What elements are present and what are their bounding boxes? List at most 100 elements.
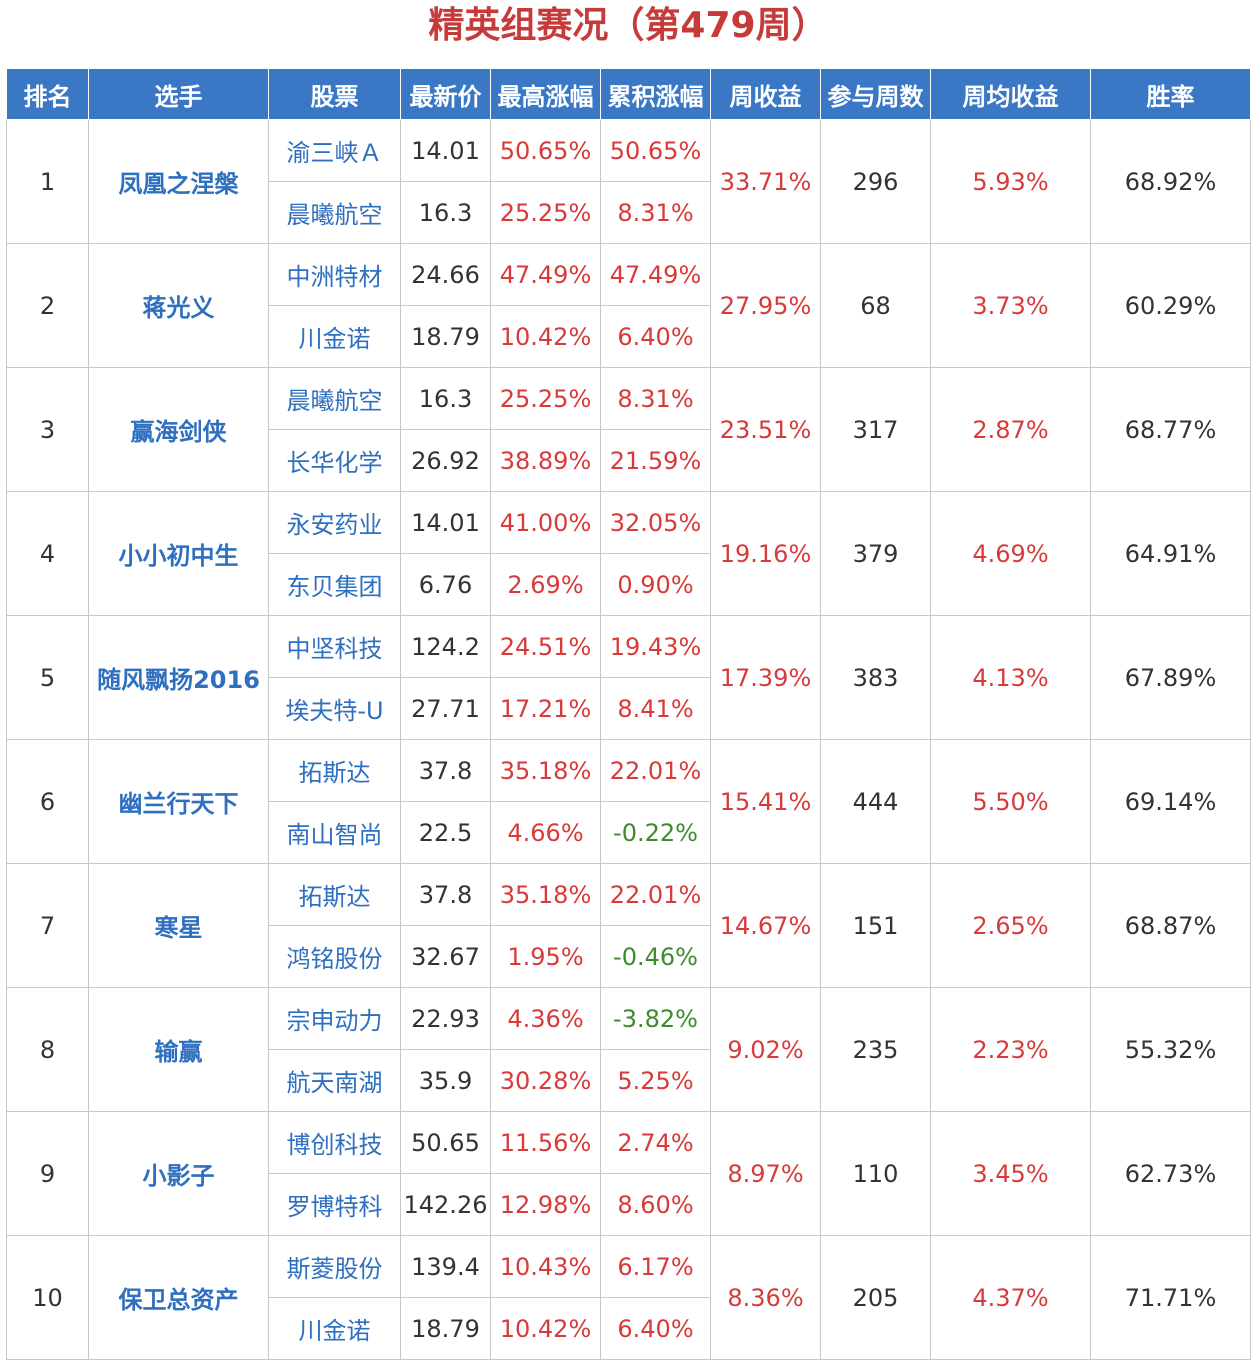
max-gain-cell: 50.65% [490, 119, 601, 182]
table-row: 2 蒋光义 中洲特材 24.66 47.49% 47.49% 27.95% 68 3.73% 60… [6, 243, 1251, 368]
player-link[interactable]: 小小初中生 [88, 491, 269, 616]
rank-cell: 3 [6, 367, 89, 492]
table-row: 3 赢海剑侠 晨曦航空 16.3 25.25% 8.31% 23.51% 317 2.87% 68… [6, 367, 1251, 492]
stock-link[interactable]: 南山智尚 [268, 801, 401, 864]
stock-link[interactable]: 中洲特材 [268, 243, 401, 306]
weekly-return-cell: 27.95% [710, 243, 821, 368]
cum-gain-cell: -0.46% [600, 925, 711, 988]
avg-return-cell: 5.93% [930, 119, 1091, 244]
max-gain-cell: 12.98% [490, 1173, 601, 1236]
cum-gain-cell: 2.74% [600, 1111, 711, 1174]
cum-gain-cell: -0.22% [600, 801, 711, 864]
rank-cell: 6 [6, 739, 89, 864]
stock-link[interactable]: 永安药业 [268, 491, 401, 554]
cum-gain-cell: -3.82% [600, 987, 711, 1050]
table-header-row: 排名 选手 股票 最新价 最高涨幅 累积涨幅 周收益 参与周数 周均收益 胜率 [6, 68, 1251, 120]
price-cell: 14.01 [400, 491, 491, 554]
rank-cell: 1 [6, 119, 89, 244]
stock-link[interactable]: 中坚科技 [268, 615, 401, 678]
price-cell: 18.79 [400, 305, 491, 368]
cum-gain-cell: 8.60% [600, 1173, 711, 1236]
cum-gain-cell: 19.43% [600, 615, 711, 678]
price-cell: 18.79 [400, 1297, 491, 1360]
table-row: 8 输赢 宗申动力 22.93 4.36% -3.82% 9.02% 235 2.23% 55.3… [6, 987, 1251, 1112]
stock-link[interactable]: 航天南湖 [268, 1049, 401, 1112]
rank-cell: 10 [6, 1235, 89, 1360]
player-link[interactable]: 赢海剑侠 [88, 367, 269, 492]
player-link[interactable]: 小影子 [88, 1111, 269, 1236]
max-gain-cell: 4.66% [490, 801, 601, 864]
avg-return-cell: 5.50% [930, 739, 1091, 864]
weekly-return-cell: 33.71% [710, 119, 821, 244]
rank-cell: 2 [6, 243, 89, 368]
avg-return-cell: 2.65% [930, 863, 1091, 988]
header-cum-gain: 累积涨幅 [600, 68, 711, 120]
weekly-return-cell: 8.97% [710, 1111, 821, 1236]
weekly-return-cell: 17.39% [710, 615, 821, 740]
player-link[interactable]: 幽兰行天下 [88, 739, 269, 864]
table-row: 埃夫特-U 27.71 17.21% 8.41% [7, 677, 1251, 740]
avg-return-cell: 4.13% [930, 615, 1091, 740]
stock-link[interactable]: 川金诺 [268, 1297, 401, 1360]
cum-gain-cell: 21.59% [600, 429, 711, 492]
win-rate-cell: 69.14% [1090, 739, 1251, 864]
table-row: 5 随风飘扬2016 中坚科技 124.2 24.51% 19.43% 17.39% 383 4… [6, 615, 1251, 740]
max-gain-cell: 25.25% [490, 181, 601, 244]
win-rate-cell: 68.87% [1090, 863, 1251, 988]
rank-cell: 4 [6, 491, 89, 616]
price-cell: 139.4 [400, 1235, 491, 1298]
price-cell: 22.93 [400, 987, 491, 1050]
stock-link[interactable]: 斯菱股份 [268, 1235, 401, 1298]
max-gain-cell: 10.42% [490, 1297, 601, 1360]
weeks-cell: 110 [820, 1111, 931, 1236]
stock-link[interactable]: 长华化学 [268, 429, 401, 492]
win-rate-cell: 64.91% [1090, 491, 1251, 616]
player-link[interactable]: 输赢 [88, 987, 269, 1112]
max-gain-cell: 10.42% [490, 305, 601, 368]
header-weeks: 参与周数 [820, 68, 931, 120]
table-body: 1 凤凰之涅槃 渝三峡Ａ 14.01 50.65% 50.65% 33.71% 296 5.93… [6, 119, 1251, 1360]
cum-gain-cell: 8.31% [600, 367, 711, 430]
win-rate-cell: 68.77% [1090, 367, 1251, 492]
stock-link[interactable]: 拓斯达 [268, 739, 401, 802]
stock-link[interactable]: 东贝集团 [268, 553, 401, 616]
stock-link[interactable]: 埃夫特-U [268, 677, 401, 740]
stock-link[interactable]: 罗博特科 [268, 1173, 401, 1236]
price-cell: 50.65 [400, 1111, 491, 1174]
price-cell: 24.66 [400, 243, 491, 306]
cum-gain-cell: 32.05% [600, 491, 711, 554]
stock-link[interactable]: 鸿铭股份 [268, 925, 401, 988]
stock-link[interactable]: 拓斯达 [268, 863, 401, 926]
avg-return-cell: 4.37% [930, 1235, 1091, 1360]
weeks-cell: 379 [820, 491, 931, 616]
max-gain-cell: 1.95% [490, 925, 601, 988]
cum-gain-cell: 22.01% [600, 863, 711, 926]
player-link[interactable]: 蒋光义 [88, 243, 269, 368]
player-link[interactable]: 随风飘扬2016 [88, 615, 269, 740]
weeks-cell: 444 [820, 739, 931, 864]
stock-link[interactable]: 宗申动力 [268, 987, 401, 1050]
cum-gain-cell: 5.25% [600, 1049, 711, 1112]
stock-link[interactable]: 晨曦航空 [268, 367, 401, 430]
stock-link[interactable]: 渝三峡Ａ [268, 119, 401, 182]
player-link[interactable]: 寒星 [88, 863, 269, 988]
stock-link[interactable]: 晨曦航空 [268, 181, 401, 244]
weeks-cell: 317 [820, 367, 931, 492]
max-gain-cell: 4.36% [490, 987, 601, 1050]
player-link[interactable]: 凤凰之涅槃 [88, 119, 269, 244]
cum-gain-cell: 6.40% [600, 1297, 711, 1360]
weeks-cell: 151 [820, 863, 931, 988]
page-title: 精英组赛况（第479周） [428, 5, 828, 46]
weeks-cell: 235 [820, 987, 931, 1112]
weekly-return-cell: 14.67% [710, 863, 821, 988]
header-price: 最新价 [400, 68, 491, 120]
max-gain-cell: 10.43% [490, 1235, 601, 1298]
header-max-gain: 最高涨幅 [490, 68, 601, 120]
player-link[interactable]: 保卫总资产 [88, 1235, 269, 1360]
price-cell: 16.3 [400, 367, 491, 430]
table-row: 南山智尚 22.5 4.66% -0.22% [7, 801, 1251, 864]
stock-link[interactable]: 川金诺 [268, 305, 401, 368]
stock-link[interactable]: 博创科技 [268, 1111, 401, 1174]
cum-gain-cell: 50.65% [600, 119, 711, 182]
header-avg-return: 周均收益 [930, 68, 1091, 120]
